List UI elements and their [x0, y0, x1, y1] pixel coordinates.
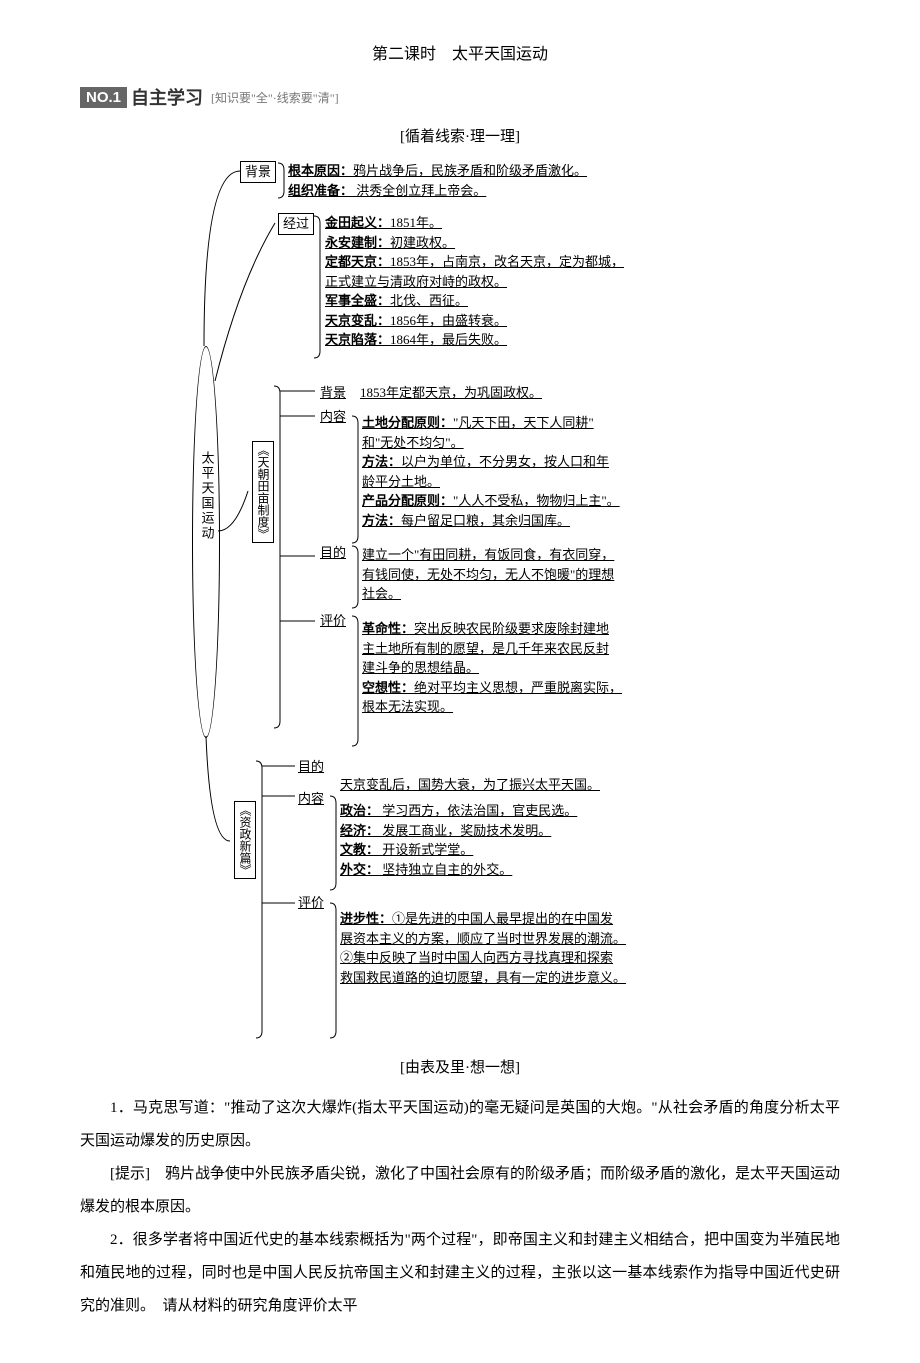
section-header: NO.1 自主学习 [知识要"全"·线索要"清"]	[80, 84, 840, 110]
tc-nr2b: 龄平分土地。	[362, 472, 722, 492]
jg-l6: 天京陷落：1864年，最后失败。	[325, 330, 725, 350]
zz-nr1: 政治： 学习西方，依法治国，官吏民选。	[340, 801, 720, 821]
tc-nr2: 方法：以户为单位，不分男女，按人口和年	[362, 452, 722, 472]
no1-badge: NO.1	[80, 87, 127, 108]
tc-nr3: 产品分配原则："人人不受私，物物归上主"。	[362, 491, 722, 511]
jg-l4: 军事全盛：北伐、西征。	[325, 291, 725, 311]
body-text: 1．马克思写道："推动了这次大爆炸(指太平天国运动)的毫无疑问是英国的大炮。"从…	[80, 1092, 840, 1323]
zz-md-label: 目的	[298, 757, 324, 777]
jg-l3b: 正式建立与清政府对峙的政权。	[325, 272, 725, 292]
tc-pj1: 革命性：突出反映农民阶级要求废除封建地	[362, 619, 722, 639]
tc-pj-label: 评价	[320, 611, 346, 631]
zz-pj1c: ②集中反映了当时中国人向西方寻找真理和探索	[340, 948, 730, 968]
tc-bg: 1853年定都天京，为巩固政权。	[360, 383, 720, 403]
zizheng-vlabel: 《资政新篇》	[234, 801, 256, 879]
jg-l1: 金田起义：1851年。	[325, 213, 725, 233]
spine-label: 太平天国运动	[197, 451, 217, 541]
zz-nr4: 外交： 坚持独立自主的外交。	[340, 860, 720, 880]
tc-bg-label: 背景	[320, 383, 346, 403]
header-note: [知识要"全"·线索要"清"]	[211, 89, 339, 106]
body-p1: 1．马克思写道："推动了这次大爆炸(指太平天国运动)的毫无疑问是英国的大炮。"从…	[80, 1092, 840, 1158]
tc-pj1c: 建斗争的思想结晶。	[362, 658, 722, 678]
zz-pj1: 进步性：①是先进的中国人最早提出的在中国发	[340, 909, 730, 929]
bg-label: 背景	[240, 161, 276, 183]
jg-l3: 定都天京：1853年，占南京，改名天京，定为都城，	[325, 252, 725, 272]
tc-nr-label: 内容	[320, 407, 346, 427]
tc-md1: 建立一个"有田同耕，有饭同食，有衣同穿，	[362, 545, 722, 565]
jg-label: 经过	[278, 213, 314, 235]
tc-md3: 社会。	[362, 584, 722, 604]
tc-nr1b: 和"无处不均匀"。	[362, 433, 722, 453]
jg-l2: 永安建制：初建政权。	[325, 233, 725, 253]
bg-line1: 根本原因：鸦片战争后，民族矛盾和阶级矛盾激化。	[288, 161, 728, 181]
tc-nr4: 方法：每户留足口粮，其余归国库。	[362, 511, 722, 531]
body-p2: [提示] 鸦片战争使中外民族矛盾尖锐，激化了中国社会原有的阶级矛盾；而阶级矛盾的…	[80, 1158, 840, 1224]
tc-nr1: 土地分配原则："凡天下田，天下人同耕"	[362, 413, 722, 433]
tianzhao-vlabel: 《天朝田亩制度》	[252, 441, 274, 543]
zz-pj-label: 评价	[298, 893, 324, 913]
body-p3: 2．很多学者将中国近代史的基本线索概括为"两个过程"，即帝国主义和封建主义相结合…	[80, 1224, 840, 1323]
jg-l5: 天京变乱：1856年，由盛转衰。	[325, 311, 725, 331]
zz-md: 天京变乱后，国势大衰，为了振兴太平天国。	[340, 775, 720, 795]
self-study-label: 自主学习	[131, 84, 203, 110]
spine-ellipse	[192, 346, 220, 738]
sub-heading-1: [循着线索·理一理]	[80, 125, 840, 146]
page-title: 第二课时 太平天国运动	[80, 40, 840, 64]
zz-pj1b: 展资本主义的方案，顺应了当时世界发展的潮流。	[340, 929, 730, 949]
tc-md2: 有钱同使，无处不均匀，无人不饱暖"的理想	[362, 565, 722, 585]
zz-nr-label: 内容	[298, 789, 324, 809]
outline-diagram: 太平天国运动 《天朝田亩制度》 《资政新篇》	[180, 161, 740, 1041]
tc-pj2b: 根本无法实现。	[362, 697, 722, 717]
zz-pj1d: 救国救民道路的迫切愿望，具有一定的进步意义。	[340, 968, 730, 988]
tc-pj1b: 主土地所有制的愿望，是几千年来农民反封	[362, 639, 722, 659]
sub-heading-2: [由表及里·想一想]	[80, 1056, 840, 1077]
zz-nr3: 文教： 开设新式学堂。	[340, 840, 720, 860]
tc-md-label: 目的	[320, 543, 346, 563]
tc-pj2: 空想性：绝对平均主义思想，严重脱离实际，	[362, 678, 722, 698]
bg-line2: 组织准备： 洪秀全创立拜上帝会。	[288, 181, 728, 201]
zz-nr2: 经济： 发展工商业，奖励技术发明。	[340, 821, 720, 841]
